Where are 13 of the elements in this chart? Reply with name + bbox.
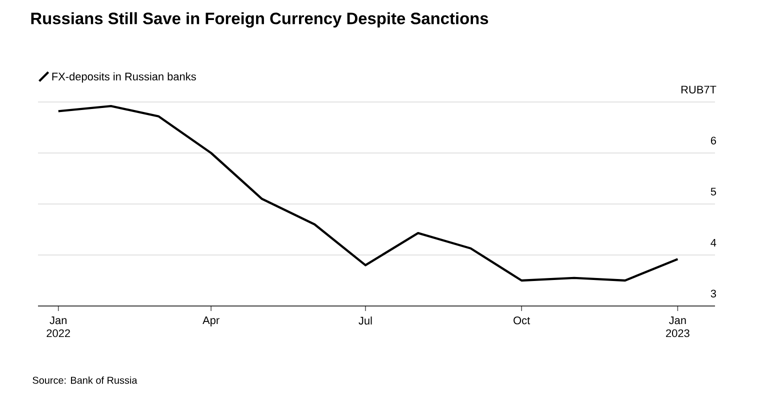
x-tick-label: Oct (514, 316, 530, 324)
y-tick-label: RUB7T (681, 86, 716, 94)
chart-title: Russians Still Save in Foreign Currency Despite Sanctions (31, 12, 488, 28)
y-tick-label: 6 (710, 136, 716, 144)
x-tick-label: Jan 2023 (666, 316, 690, 338)
legend-label: FX-deposits in Russian banks (52, 72, 196, 83)
x-tick-label: Apr (202, 316, 220, 326)
y-tick-label: 5 (710, 188, 716, 196)
source-note: Source: Bank of Russia (32, 376, 138, 384)
y-tick-label: 4 (710, 238, 716, 246)
y-tick-label: 3 (710, 290, 716, 298)
x-tick-label: Jan 2022 (46, 316, 70, 338)
x-tick-label: Jul (358, 316, 372, 325)
